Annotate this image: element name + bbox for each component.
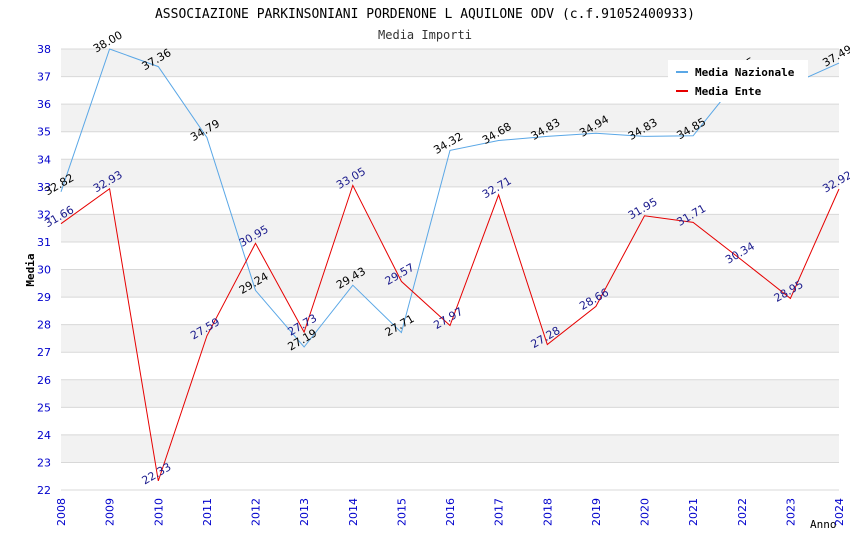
plot-band [61,297,839,325]
y-tick-label: 35 [37,126,51,139]
chart-subtitle: Media Importi [378,28,472,42]
plot-band [61,159,839,187]
legend: Media Nazionale Media Ente [668,60,808,102]
plot-band [61,352,839,380]
chart-title: ASSOCIAZIONE PARKINSONIANI PORDENONE L A… [155,7,695,22]
x-tick-label: 2015 [395,498,408,526]
y-tick-label: 33 [37,181,51,194]
x-tick-label: 2012 [250,498,263,526]
legend-label: Media Ente [695,85,762,98]
y-axis-ticks: 22 23 24 25 26 27 28 29 30 31 32 33 34 35 36 37 38 [37,43,51,497]
x-tick-label: 2019 [590,498,603,526]
y-tick-label: 37 [37,71,51,84]
x-tick-label: 2009 [104,498,117,526]
plot-band [61,104,839,132]
x-tick-label: 2020 [639,498,652,526]
y-tick-label: 30 [37,264,51,277]
x-tick-label: 2017 [493,498,506,526]
y-tick-label: 23 [37,456,51,469]
y-tick-label: 34 [37,153,51,166]
legend-box [668,60,808,102]
legend-label: Media Nazionale [695,66,795,79]
x-axis-title: Anno [810,518,837,531]
y-tick-label: 27 [37,346,51,359]
x-tick-label: 2010 [152,498,165,526]
y-tick-label: 38 [37,43,51,56]
y-tick-label: 25 [37,401,51,414]
y-tick-label: 29 [37,291,51,304]
x-tick-label: 2024 [833,498,846,526]
series-lines [60,48,840,482]
gridlines [61,48,839,491]
plot-band [61,407,839,435]
y-tick-label: 36 [37,98,51,111]
plot-band [61,462,839,490]
y-tick-label: 31 [37,236,51,249]
y-tick-label: 28 [37,319,51,332]
x-tick-label: 2023 [784,498,797,526]
y-axis-title: Media [24,253,37,286]
plot-band [61,324,839,353]
x-tick-label: 2011 [201,498,214,526]
series-line-media-nazionale [60,48,840,348]
plot-band [61,241,839,270]
y-tick-label: 22 [37,484,51,497]
x-axis-ticks: 2008 2009 2010 2011 2012 2013 2014 2015 2016 2017… [55,498,846,526]
x-tick-label: 2022 [736,498,749,526]
plot-band [61,434,839,463]
x-tick-label: 2021 [687,498,700,526]
plot-band [61,269,839,298]
series-line-media-ente [60,184,840,482]
y-tick-label: 32 [37,208,51,221]
x-tick-label: 2018 [541,498,554,526]
x-tick-label: 2016 [444,498,457,526]
plot-band [61,186,839,215]
x-tick-label: 2014 [347,498,360,526]
y-tick-label: 26 [37,374,51,387]
y-tick-label: 24 [37,429,51,442]
plot-bands [61,49,839,490]
plot-band [61,379,839,408]
plot-band [61,131,839,160]
x-tick-label: 2013 [298,498,311,526]
x-tick-label: 2008 [55,498,68,526]
plot-band [61,214,839,242]
